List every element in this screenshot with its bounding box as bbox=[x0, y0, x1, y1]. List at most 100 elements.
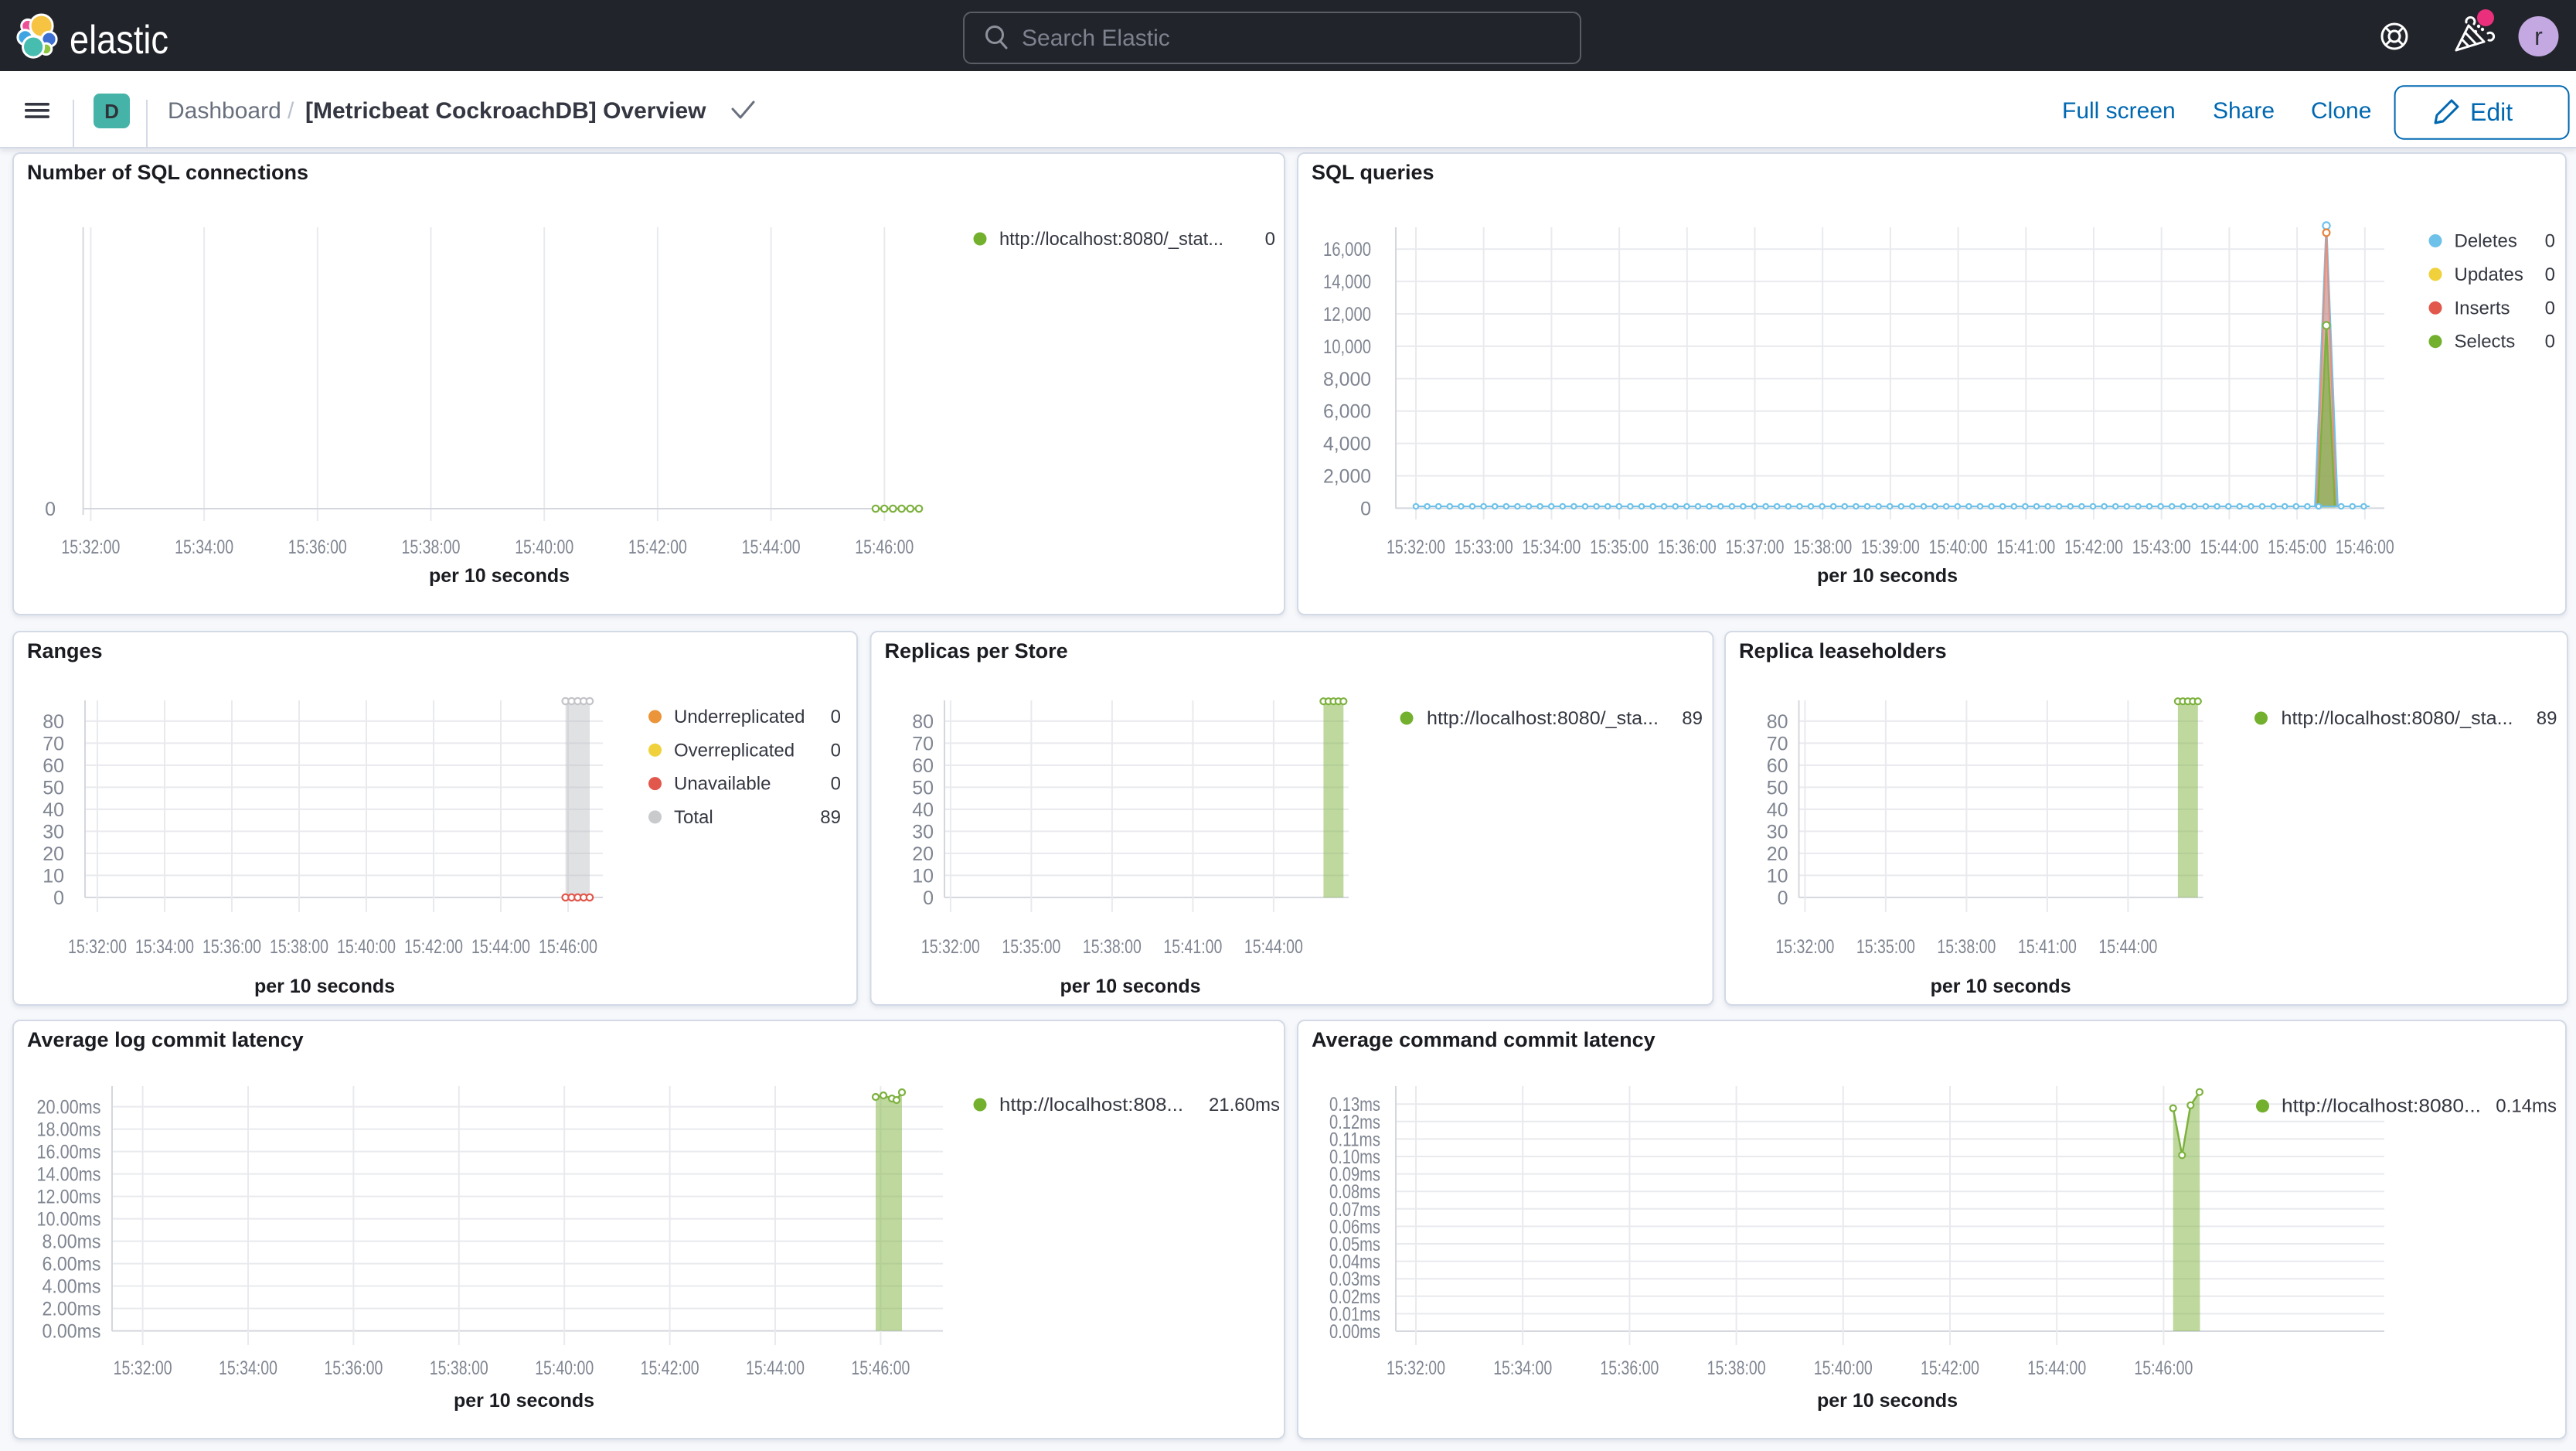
svg-text:15:38:00: 15:38:00 bbox=[430, 1357, 488, 1379]
svg-text:Average command commit latency: Average command commit latency bbox=[1312, 1028, 1656, 1051]
svg-text:0.01ms: 0.01ms bbox=[1329, 1303, 1380, 1325]
svg-text:15:36:00: 15:36:00 bbox=[202, 936, 261, 958]
svg-text:15:32:00: 15:32:00 bbox=[114, 1357, 172, 1379]
svg-text:50: 50 bbox=[43, 777, 64, 799]
svg-text:30: 30 bbox=[1767, 821, 1788, 843]
svg-text:4.00ms: 4.00ms bbox=[43, 1276, 101, 1298]
svg-text:15:34:00: 15:34:00 bbox=[1493, 1357, 1552, 1379]
svg-text:0.07ms: 0.07ms bbox=[1329, 1199, 1380, 1221]
svg-text:Number of SQL connections: Number of SQL connections bbox=[27, 161, 308, 184]
svg-text:20: 20 bbox=[43, 843, 64, 865]
svg-text:0.08ms: 0.08ms bbox=[1329, 1181, 1380, 1203]
svg-text:80: 80 bbox=[1767, 711, 1788, 733]
svg-text:15:32:00: 15:32:00 bbox=[1775, 936, 1834, 958]
svg-text:15:40:00: 15:40:00 bbox=[515, 536, 573, 558]
svg-text:40: 40 bbox=[912, 799, 934, 821]
svg-text:0: 0 bbox=[1360, 498, 1371, 519]
svg-text:10: 10 bbox=[912, 865, 934, 887]
svg-text:50: 50 bbox=[1767, 777, 1788, 799]
svg-text:0.03ms: 0.03ms bbox=[1329, 1269, 1380, 1290]
svg-text:15:39:00: 15:39:00 bbox=[1861, 536, 1920, 558]
svg-text:15:34:00: 15:34:00 bbox=[175, 536, 233, 558]
svg-text:8.00ms: 8.00ms bbox=[43, 1231, 101, 1253]
svg-text:4,000: 4,000 bbox=[1323, 434, 1371, 455]
svg-text:10: 10 bbox=[43, 865, 64, 887]
svg-text:12.00ms: 12.00ms bbox=[37, 1187, 101, 1208]
svg-text:15:36:00: 15:36:00 bbox=[1600, 1357, 1659, 1379]
svg-text:15:45:00: 15:45:00 bbox=[2268, 536, 2326, 558]
svg-text:15:32:00: 15:32:00 bbox=[1387, 1357, 1445, 1379]
svg-text:15:40:00: 15:40:00 bbox=[1929, 536, 1988, 558]
svg-text:15:38:00: 15:38:00 bbox=[1937, 936, 1996, 958]
svg-text:15:42:00: 15:42:00 bbox=[1921, 1357, 1979, 1379]
svg-text:15:38:00: 15:38:00 bbox=[402, 536, 461, 558]
svg-text:20: 20 bbox=[1767, 843, 1788, 865]
svg-text:http://localhost:8080/_stat...: http://localhost:8080/_stat... bbox=[999, 229, 1223, 250]
svg-text:0.05ms: 0.05ms bbox=[1329, 1234, 1380, 1255]
svg-text:15:42:00: 15:42:00 bbox=[641, 1357, 699, 1379]
svg-text:20.00ms: 20.00ms bbox=[37, 1097, 101, 1119]
svg-text:0.04ms: 0.04ms bbox=[1329, 1252, 1380, 1273]
svg-text:15:38:00: 15:38:00 bbox=[270, 936, 328, 958]
svg-text:0: 0 bbox=[2545, 332, 2555, 353]
svg-text:http://localhost:8080...: http://localhost:8080... bbox=[2282, 1096, 2481, 1117]
svg-text:15:40:00: 15:40:00 bbox=[1814, 1357, 1873, 1379]
svg-text:15:38:00: 15:38:00 bbox=[1793, 536, 1852, 558]
svg-text:0: 0 bbox=[2545, 264, 2555, 285]
svg-text:20: 20 bbox=[912, 843, 934, 865]
svg-text:15:34:00: 15:34:00 bbox=[1522, 536, 1581, 558]
svg-text:18.00ms: 18.00ms bbox=[37, 1119, 101, 1141]
svg-text:15:32:00: 15:32:00 bbox=[61, 536, 120, 558]
svg-text:15:34:00: 15:34:00 bbox=[219, 1357, 277, 1379]
svg-text:12,000: 12,000 bbox=[1323, 304, 1371, 325]
svg-text:per 10 seconds: per 10 seconds bbox=[1060, 976, 1200, 997]
svg-text:Selects: Selects bbox=[2455, 332, 2516, 353]
svg-text:per 10 seconds: per 10 seconds bbox=[1817, 565, 1958, 587]
svg-text:0.06ms: 0.06ms bbox=[1329, 1216, 1380, 1238]
svg-text:15:42:00: 15:42:00 bbox=[628, 536, 687, 558]
svg-text:89: 89 bbox=[820, 807, 841, 828]
svg-text:15:36:00: 15:36:00 bbox=[288, 536, 347, 558]
svg-text:15:34:00: 15:34:00 bbox=[135, 936, 194, 958]
svg-text:50: 50 bbox=[912, 777, 934, 799]
svg-text:14.00ms: 14.00ms bbox=[37, 1164, 101, 1186]
svg-text:Total: Total bbox=[674, 807, 713, 828]
svg-text:per 10 seconds: per 10 seconds bbox=[254, 976, 395, 997]
svg-text:15:44:00: 15:44:00 bbox=[2027, 1357, 2086, 1379]
svg-text:80: 80 bbox=[912, 711, 934, 733]
svg-text:Deletes: Deletes bbox=[2455, 231, 2517, 252]
svg-text:0.14ms: 0.14ms bbox=[2496, 1096, 2557, 1117]
svg-text:15:40:00: 15:40:00 bbox=[535, 1357, 594, 1379]
svg-text:0: 0 bbox=[831, 707, 841, 727]
svg-text:Replicas per Store: Replicas per Store bbox=[885, 639, 1068, 662]
svg-text:70: 70 bbox=[43, 733, 64, 754]
svg-text:Replica leaseholders: Replica leaseholders bbox=[1739, 639, 1947, 662]
svg-text:http://localhost:8080/_sta...: http://localhost:8080/_sta... bbox=[2282, 708, 2513, 729]
svg-text:15:32:00: 15:32:00 bbox=[921, 936, 980, 958]
svg-text:10.00ms: 10.00ms bbox=[37, 1209, 101, 1231]
svg-text:15:42:00: 15:42:00 bbox=[404, 936, 463, 958]
svg-text:0: 0 bbox=[1265, 229, 1275, 250]
svg-text:Overreplicated: Overreplicated bbox=[674, 740, 795, 761]
svg-text:30: 30 bbox=[912, 821, 934, 843]
svg-text:15:43:00: 15:43:00 bbox=[2132, 536, 2191, 558]
svg-text:0: 0 bbox=[53, 887, 64, 909]
svg-text:10,000: 10,000 bbox=[1323, 336, 1371, 358]
svg-text:0: 0 bbox=[923, 887, 934, 909]
svg-text:Ranges: Ranges bbox=[27, 639, 103, 662]
svg-text:15:44:00: 15:44:00 bbox=[2200, 536, 2258, 558]
svg-text:0.12ms: 0.12ms bbox=[1329, 1112, 1380, 1133]
svg-text:per 10 seconds: per 10 seconds bbox=[429, 565, 570, 587]
svg-text:70: 70 bbox=[1767, 733, 1788, 754]
svg-text:Share: Share bbox=[2213, 98, 2275, 124]
svg-text:per 10 seconds: per 10 seconds bbox=[1931, 976, 2071, 997]
svg-text:15:42:00: 15:42:00 bbox=[2064, 536, 2123, 558]
svg-text:70: 70 bbox=[912, 733, 934, 754]
svg-text:16,000: 16,000 bbox=[1323, 239, 1371, 261]
svg-text:15:41:00: 15:41:00 bbox=[2018, 936, 2077, 958]
svg-text:15:36:00: 15:36:00 bbox=[1658, 536, 1717, 558]
svg-text:0.02ms: 0.02ms bbox=[1329, 1286, 1380, 1308]
svg-text:15:38:00: 15:38:00 bbox=[1083, 936, 1142, 958]
svg-text:Inserts: Inserts bbox=[2455, 298, 2510, 318]
svg-text:15:46:00: 15:46:00 bbox=[851, 1357, 910, 1379]
